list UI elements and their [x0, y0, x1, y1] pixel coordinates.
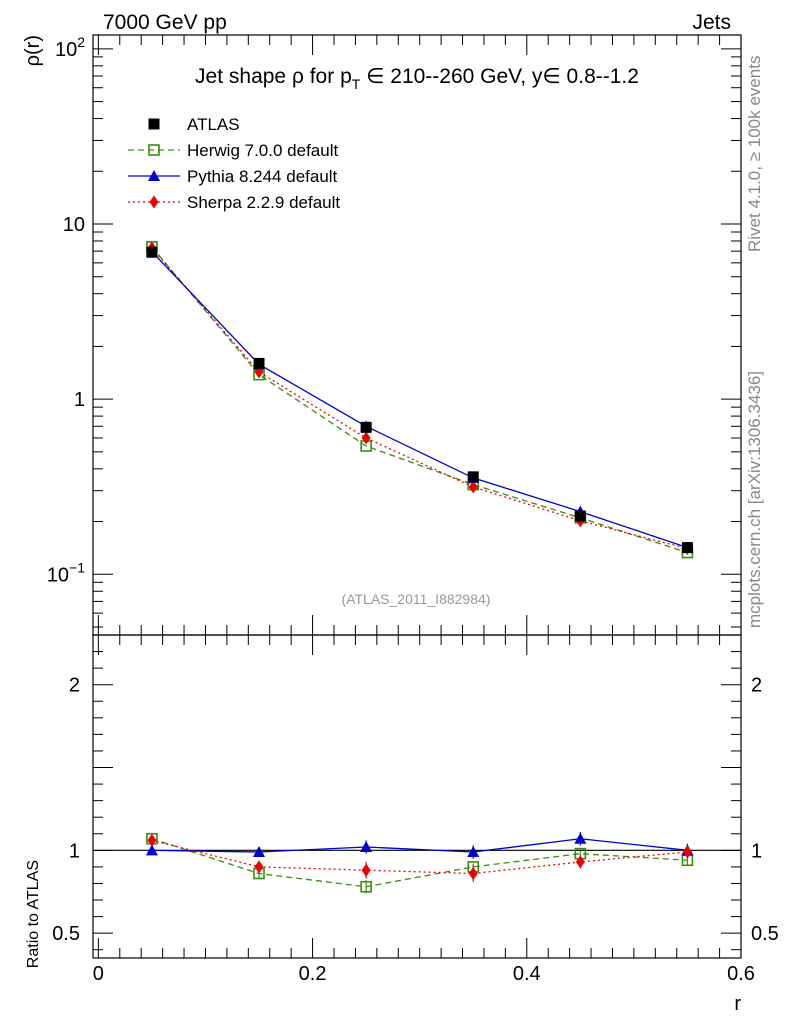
- y-tick-label: 10: [63, 214, 85, 236]
- main-plot-series: [145, 241, 694, 559]
- main-y-tick-labels: 10−1 1 10 102: [47, 34, 85, 586]
- legend-marker-pythia: [148, 170, 160, 181]
- atlas-point: [146, 246, 158, 258]
- sherpa-point: [361, 431, 371, 445]
- y-tick-label: 1: [74, 389, 85, 411]
- main-axis-ticks: [93, 35, 742, 635]
- herwig-line: [151, 246, 688, 554]
- y-tick-label: 102: [55, 34, 85, 61]
- pythia-line: [151, 251, 688, 549]
- ratio-y-tick-labels: 0.5 0.5 1 1 2 2: [52, 675, 779, 945]
- main-y-axis-label: ρ(r): [22, 35, 44, 66]
- sherpa-ratio-point: [254, 860, 264, 874]
- legend: ATLAS Herwig 7.0.0 default Pythia 8.244 de…: [128, 115, 340, 212]
- legend-marker-sherpa: [149, 195, 159, 209]
- analysis-watermark: (ATLAS_2011_I882984): [342, 591, 491, 607]
- legend-marker-herwig: [148, 144, 160, 156]
- x-tick-label: 0: [93, 963, 104, 985]
- sherpa-ratio-point: [468, 867, 478, 881]
- pythia-ratio-point: [145, 844, 158, 856]
- header-category-label: Jets: [692, 11, 731, 34]
- ratio-plot-frame: [92, 634, 742, 959]
- header-energy-label: 7000 GeV pp: [103, 11, 227, 34]
- main-plot-title: Jet shape ρ for pT ∈ 210--260 GeV, y∈ 0.…: [195, 65, 639, 92]
- ratio-y-tick-label: 1: [69, 840, 80, 862]
- atlas-point: [467, 471, 479, 483]
- atlas-point: [253, 357, 265, 369]
- sherpa-ratio-point: [361, 863, 371, 877]
- pythia-ratio-point: [574, 832, 587, 844]
- mcplots-reference-label: mcplots.cern.ch [arXiv:1306.3436]: [745, 371, 764, 628]
- legend-marker-atlas: [148, 118, 160, 130]
- pythia-ratio-point: [360, 841, 373, 853]
- x-tick-label: 0.4: [513, 963, 541, 985]
- atlas-point: [360, 421, 372, 433]
- sherpa-ratio-point: [682, 845, 692, 859]
- sherpa-ratio-point: [575, 855, 585, 869]
- pythia-ratio-point: [253, 845, 266, 857]
- legend-label-atlas: ATLAS: [187, 115, 240, 134]
- x-tick-labels: 0 0.2 0.4 0.6: [93, 963, 755, 985]
- pythia-ratio-point: [467, 845, 480, 857]
- ratio-y-tick-label: 0.5: [52, 923, 80, 945]
- pythia-ratio-line: [151, 838, 688, 853]
- legend-label-herwig: Herwig 7.0.0 default: [187, 141, 338, 160]
- y-tick-label: 10−1: [47, 559, 85, 586]
- atlas-point: [574, 510, 586, 522]
- rivet-version-label: Rivet 4.1.0, ≥ 100k events: [745, 56, 764, 252]
- ratio-y-axis-label: Ratio to ATLAS: [25, 860, 42, 968]
- ratio-plot-series: [145, 832, 694, 894]
- sherpa-point: [468, 480, 478, 494]
- atlas-point: [681, 542, 693, 554]
- x-tick-label: 0.6: [727, 963, 755, 985]
- legend-label-pythia: Pythia 8.244 default: [187, 167, 338, 186]
- sherpa-ratio-point: [147, 833, 157, 847]
- x-tick-label: 0.2: [299, 963, 327, 985]
- sherpa-line: [151, 247, 688, 550]
- ratio-y-tick-label: 2: [69, 675, 80, 697]
- ratio-y-tick-label-right: 0.5: [751, 923, 779, 945]
- herwig-ratio-line: [151, 838, 688, 888]
- legend-label-sherpa: Sherpa 2.2.9 default: [187, 193, 340, 212]
- sherpa-ratio-line: [151, 839, 688, 875]
- herwig-ratio-point: [360, 880, 372, 893]
- x-axis-label: r: [734, 993, 741, 1015]
- ratio-y-tick-label-right: 2: [751, 675, 762, 697]
- ratio-axis-ticks: [93, 635, 742, 958]
- ratio-y-tick-label-right: 1: [751, 840, 762, 862]
